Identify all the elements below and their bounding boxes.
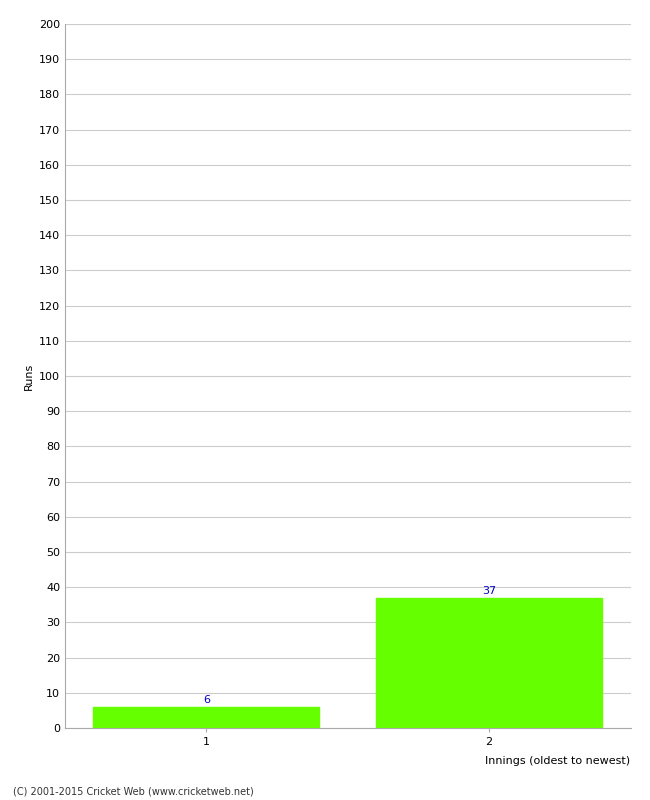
Text: 6: 6 [203, 695, 210, 705]
Text: (C) 2001-2015 Cricket Web (www.cricketweb.net): (C) 2001-2015 Cricket Web (www.cricketwe… [13, 786, 254, 796]
Y-axis label: Runs: Runs [23, 362, 33, 390]
Text: 37: 37 [482, 586, 496, 596]
Text: Innings (oldest to newest): Innings (oldest to newest) [486, 756, 630, 766]
Bar [94, 707, 320, 728]
Bar [376, 598, 603, 728]
